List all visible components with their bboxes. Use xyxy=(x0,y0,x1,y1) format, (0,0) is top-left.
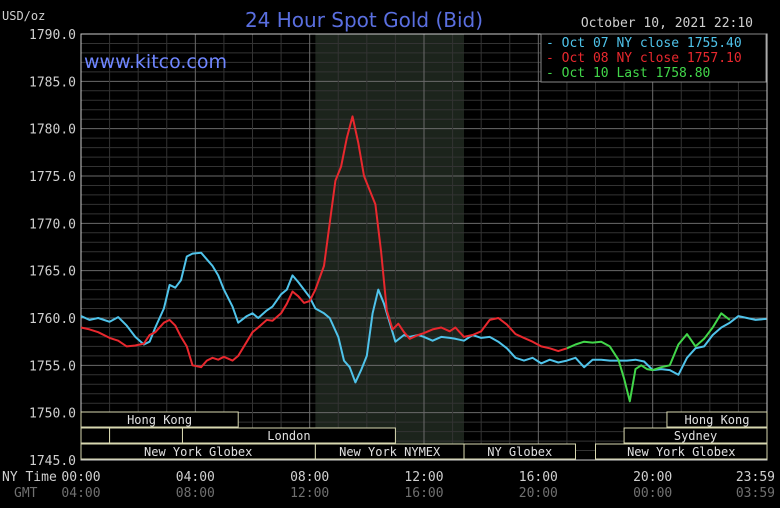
session-label: New York Globex xyxy=(627,445,735,459)
x-tick-label-gmt: 04:00 xyxy=(61,486,100,501)
x-axis-ticks: 00:00 04:00 08:00 12:00 16:00 20:00 23:5904:00… xyxy=(61,470,775,501)
y-tick-label: 1750.0 xyxy=(29,407,76,422)
series-line-3 xyxy=(566,312,731,403)
x-tick-label-ny: 16:00 xyxy=(519,470,558,485)
price-series xyxy=(80,115,767,403)
session-label: Hong Kong xyxy=(127,413,192,427)
legend-entry-oct08: - Oct 08 NY close 1757.10 xyxy=(546,51,742,66)
y-tick-label: 1765.0 xyxy=(29,265,76,280)
legend-entry-oct07: - Oct 07 NY close 1755.40 xyxy=(546,36,742,51)
session-bar xyxy=(463,443,576,460)
x-tick-label-ny: 23:59 xyxy=(736,470,775,485)
x-tick-label-ny: 20:00 xyxy=(633,470,672,485)
y-tick-label: 1745.0 xyxy=(29,454,76,469)
x-tick-label-gmt: 08:00 xyxy=(176,486,215,501)
x-tick-label-gmt: 03:59 xyxy=(736,486,775,501)
session-bar xyxy=(595,443,768,460)
y-tick-label: 1790.0 xyxy=(29,28,76,43)
y-tick-label: 1785.0 xyxy=(29,75,76,90)
x-tick-label-gmt: 12:00 xyxy=(290,486,329,501)
x-tick-label-ny: 12:00 xyxy=(404,470,443,485)
legend-dash: - xyxy=(546,66,562,81)
y-tick-label: 1760.0 xyxy=(29,312,76,327)
market-sessions: Hong Kong London New York Globex New York N… xyxy=(80,411,768,460)
session-label: New York NYMEX xyxy=(339,445,441,459)
session-bar xyxy=(80,427,111,444)
session-bar xyxy=(80,411,239,428)
y-tick-label: 1770.0 xyxy=(29,217,76,232)
session-bar xyxy=(666,411,768,428)
x-tick-label-gmt: 20:00 xyxy=(519,486,558,501)
x-tick-label-gmt: 00:00 xyxy=(633,486,672,501)
x-tick-label-ny: 00:00 xyxy=(61,470,100,485)
y-tick-label: 1775.0 xyxy=(29,170,76,185)
x-tick-label-ny: 04:00 xyxy=(176,470,215,485)
legend-box xyxy=(540,33,767,83)
chart-title: 24 Hour Spot Gold (Bid) xyxy=(245,8,483,32)
session-bar xyxy=(181,427,396,444)
plot-frame xyxy=(80,33,768,461)
chart-timestamp: October 10, 2021 22:10 xyxy=(581,16,753,31)
series-line-2 xyxy=(80,115,568,369)
session-label: NY Globex xyxy=(487,445,552,459)
legend-label: Oct 07 NY close 1755.40 xyxy=(562,36,742,51)
session-label: New York Globex xyxy=(144,445,252,459)
session-bar xyxy=(109,427,183,444)
legend: - Oct 07 NY close 1755.40 - Oct 08 NY cl… xyxy=(540,33,767,83)
nymex-session-shading xyxy=(315,34,465,460)
x-tick-label-ny: 08:00 xyxy=(290,470,329,485)
legend-entry-oct10: - Oct 10 Last 1758.80 xyxy=(546,66,710,81)
legend-dash: - xyxy=(546,36,562,51)
legend-dash: - xyxy=(546,51,562,66)
gmt-row-label: GMT xyxy=(14,486,38,501)
y-axis-unit: USD/oz xyxy=(2,9,45,23)
y-tick-label: 1755.0 xyxy=(29,359,76,374)
session-bar xyxy=(623,427,768,444)
y-tick-label: 1780.0 xyxy=(29,123,76,138)
kitco-watermark: www.kitco.com xyxy=(84,51,227,73)
x-tick-label-gmt: 16:00 xyxy=(404,486,443,501)
ny-time-row-label: NY Time xyxy=(2,470,57,485)
legend-label: Oct 08 NY close 1757.10 xyxy=(562,51,742,66)
session-label: Hong Kong xyxy=(684,413,749,427)
session-label: London xyxy=(267,429,310,443)
y-axis-ticks: 1790.0 1785.0 1780.0 1775.0 1770.0 1765.0 1760… xyxy=(29,28,76,469)
session-label: Sydney xyxy=(674,429,717,443)
legend-label: Oct 10 Last 1758.80 xyxy=(562,66,711,81)
